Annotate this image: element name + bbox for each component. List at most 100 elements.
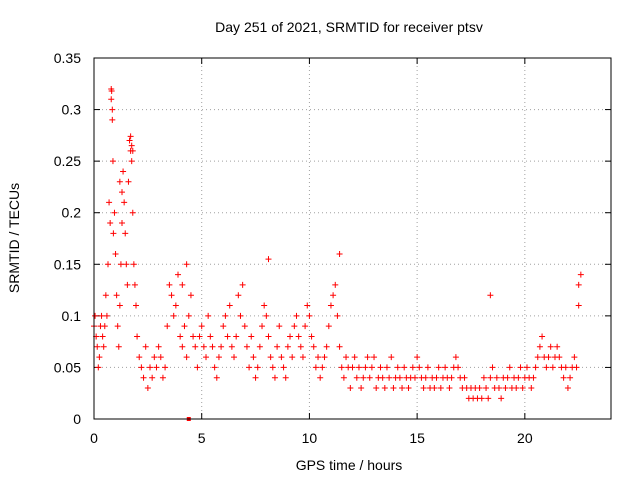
data-point	[187, 292, 194, 299]
data-point	[330, 292, 337, 299]
data-point	[379, 374, 386, 381]
data-point	[543, 364, 550, 371]
data-point	[562, 364, 569, 371]
data-point	[377, 364, 384, 371]
data-point	[128, 158, 135, 165]
data-point	[446, 385, 453, 392]
data-point	[114, 323, 121, 330]
data-point	[478, 395, 485, 402]
data-points	[91, 85, 584, 421]
data-point	[181, 323, 188, 330]
data-point	[355, 364, 362, 371]
data-point	[448, 374, 455, 381]
data-point	[110, 230, 117, 237]
data-point	[302, 323, 309, 330]
data-point	[528, 385, 535, 392]
data-point	[414, 354, 421, 361]
y-tick-label: 0.3	[62, 102, 82, 118]
data-point	[144, 385, 151, 392]
data-point	[162, 364, 169, 371]
data-point	[506, 364, 513, 371]
data-point	[532, 364, 539, 371]
y-tick-label: 0.05	[54, 359, 81, 375]
data-point	[231, 354, 238, 361]
data-point	[291, 323, 298, 330]
data-point	[142, 343, 149, 350]
data-point	[383, 364, 390, 371]
data-point	[263, 312, 270, 319]
data-point	[575, 281, 582, 288]
data-point	[571, 354, 578, 361]
data-point	[131, 281, 138, 288]
data-point	[183, 261, 190, 268]
data-point	[134, 333, 141, 340]
y-tick-label: 0.35	[54, 50, 81, 66]
y-tick-label: 0.2	[62, 205, 82, 221]
data-point	[394, 364, 401, 371]
data-point	[129, 209, 136, 216]
data-point	[504, 374, 511, 381]
data-point	[252, 374, 259, 381]
data-point	[192, 343, 199, 350]
data-point	[200, 343, 207, 350]
data-point	[265, 256, 272, 263]
data-point	[304, 302, 311, 309]
data-point	[513, 385, 520, 392]
data-point	[129, 147, 136, 154]
data-point	[416, 364, 423, 371]
data-point	[125, 178, 132, 185]
data-point	[287, 333, 294, 340]
data-point	[575, 302, 582, 309]
data-point	[489, 364, 496, 371]
data-point	[109, 116, 116, 123]
data-point	[92, 312, 99, 319]
data-point	[310, 343, 317, 350]
data-point	[269, 364, 276, 371]
data-point	[334, 312, 341, 319]
data-point	[164, 323, 171, 330]
data-point	[215, 354, 222, 361]
data-point	[241, 323, 248, 330]
data-point	[515, 374, 522, 381]
data-point	[226, 302, 233, 309]
data-point	[119, 189, 126, 196]
data-point	[218, 343, 225, 350]
data-point	[149, 374, 156, 381]
data-point	[203, 354, 210, 361]
data-point	[332, 281, 339, 288]
data-point	[567, 374, 574, 381]
data-point	[243, 343, 250, 350]
data-point	[235, 292, 242, 299]
data-point	[248, 333, 255, 340]
data-point	[126, 137, 133, 144]
data-point	[207, 333, 214, 340]
data-point	[282, 374, 289, 381]
data-point	[111, 209, 118, 216]
data-point	[101, 323, 108, 330]
data-point	[317, 374, 324, 381]
data-point	[487, 292, 494, 299]
data-point	[121, 199, 128, 206]
data-point	[487, 374, 494, 381]
data-point	[343, 354, 350, 361]
data-point	[556, 354, 563, 361]
data-point	[485, 395, 492, 402]
data-point	[99, 333, 106, 340]
y-tick-label: 0	[73, 411, 81, 427]
x-tick-label: 10	[302, 430, 318, 446]
data-point	[399, 385, 406, 392]
data-point	[442, 364, 449, 371]
data-point	[340, 374, 347, 381]
data-point	[239, 281, 246, 288]
data-point	[319, 364, 326, 371]
data-point	[172, 302, 179, 309]
data-point	[368, 364, 375, 371]
data-point	[390, 385, 397, 392]
y-tick-label: 0.1	[62, 308, 82, 324]
data-point	[362, 364, 369, 371]
data-point	[405, 385, 412, 392]
data-point	[297, 343, 304, 350]
data-point	[194, 364, 201, 371]
data-point	[159, 374, 166, 381]
